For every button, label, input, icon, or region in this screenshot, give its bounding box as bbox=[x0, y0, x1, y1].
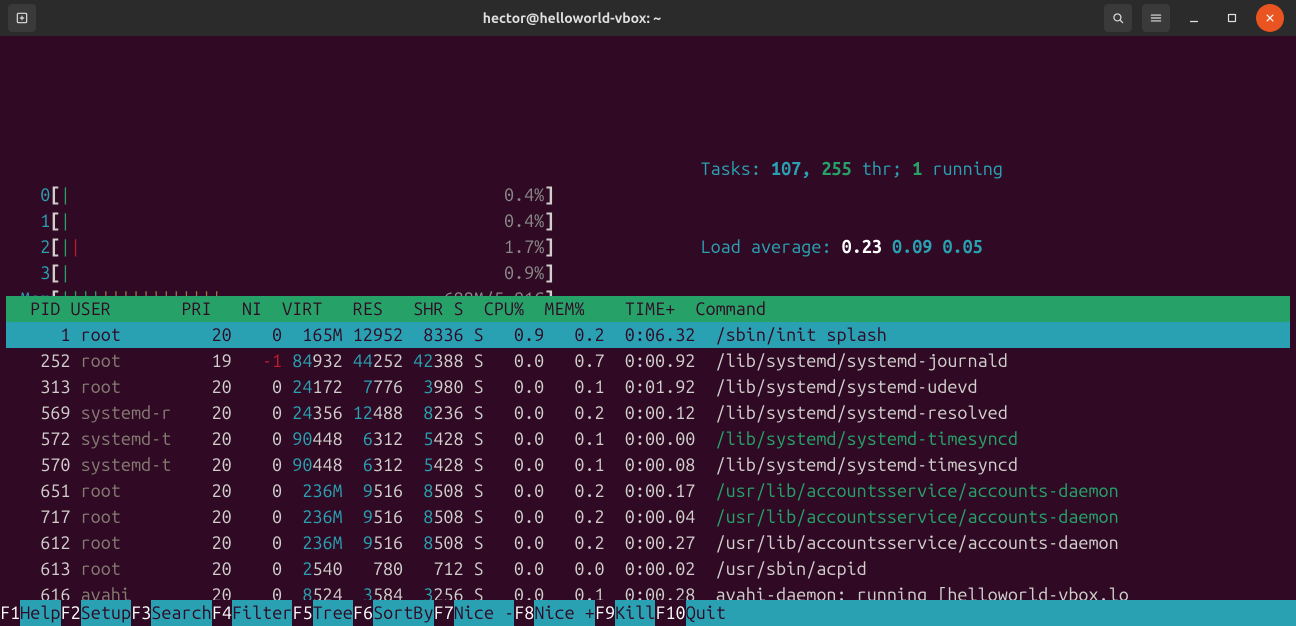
window-title: hector@helloworld-vbox: ~ bbox=[40, 5, 1104, 31]
running-count: 1 bbox=[912, 159, 922, 179]
fkey-f6[interactable]: F6SortBy bbox=[353, 600, 434, 626]
process-list[interactable]: 1 root 20 0 165M 12952 8336 S 0.9 0.2 0:… bbox=[6, 322, 1290, 626]
search-button[interactable] bbox=[1104, 4, 1132, 32]
function-keys-bar[interactable]: F1Help F2Setup F3SearchF4FilterF5Tree F6… bbox=[0, 600, 1296, 626]
tasks-label: Tasks: bbox=[700, 159, 771, 179]
process-row[interactable]: 651 root 20 0 236M 9516 8508 S 0.0 0.2 0… bbox=[6, 478, 1290, 504]
process-row[interactable]: 570 systemd-t 20 0 90448 6312 5428 S 0.0… bbox=[6, 452, 1290, 478]
process-row[interactable]: 613 root 20 0 2540 780 712 S 0.0 0.0 0:0… bbox=[6, 556, 1290, 582]
fkey-f10[interactable]: F10Quit bbox=[655, 600, 726, 626]
fkey-f7[interactable]: F7Nice - bbox=[434, 600, 515, 626]
tasks-count: 107 bbox=[771, 159, 801, 179]
load-label: Load average: bbox=[700, 237, 841, 257]
window-titlebar: hector@helloworld-vbox: ~ bbox=[0, 0, 1296, 36]
fkey-f8[interactable]: F8Nice + bbox=[514, 600, 595, 626]
load-5: 0.09 bbox=[892, 237, 932, 257]
fkey-f9[interactable]: F9Kill bbox=[595, 600, 656, 626]
fkey-f4[interactable]: F4Filter bbox=[212, 600, 293, 626]
menu-button[interactable] bbox=[1142, 4, 1170, 32]
minimize-button[interactable] bbox=[1180, 4, 1208, 32]
fkey-f5[interactable]: F5Tree bbox=[292, 600, 353, 626]
process-row[interactable]: 612 root 20 0 236M 9516 8508 S 0.0 0.2 0… bbox=[6, 530, 1290, 556]
process-header[interactable]: PID USER PRI NI VIRT RES SHR S CPU% MEM%… bbox=[6, 296, 1290, 322]
process-row[interactable]: 1 root 20 0 165M 12952 8336 S 0.9 0.2 0:… bbox=[6, 322, 1290, 348]
process-row[interactable]: 569 systemd-r 20 0 24356 12488 8236 S 0.… bbox=[6, 400, 1290, 426]
threads-count: 255 bbox=[821, 159, 851, 179]
process-row[interactable]: 252 root 19 -1 84932 44252 42388 S 0.0 0… bbox=[6, 348, 1290, 374]
fkey-f2[interactable]: F2Setup bbox=[61, 600, 132, 626]
close-button[interactable] bbox=[1256, 4, 1284, 32]
fkey-f3[interactable]: F3Search bbox=[131, 600, 212, 626]
new-tab-button[interactable] bbox=[8, 4, 36, 32]
process-row[interactable]: 572 systemd-t 20 0 90448 6312 5428 S 0.0… bbox=[6, 426, 1290, 452]
terminal-surface[interactable]: 0[| 0.4%] 1[| 0.4%] 2[|| 1.7%] 3[| bbox=[0, 36, 1296, 626]
process-row[interactable]: 313 root 20 0 24172 7776 3980 S 0.0 0.1 … bbox=[6, 374, 1290, 400]
process-row[interactable]: 717 root 20 0 236M 9516 8508 S 0.0 0.2 0… bbox=[6, 504, 1290, 530]
fkey-f1[interactable]: F1Help bbox=[0, 600, 61, 626]
load-1: 0.23 bbox=[842, 237, 882, 257]
maximize-button[interactable] bbox=[1218, 4, 1246, 32]
load-15: 0.05 bbox=[942, 237, 982, 257]
